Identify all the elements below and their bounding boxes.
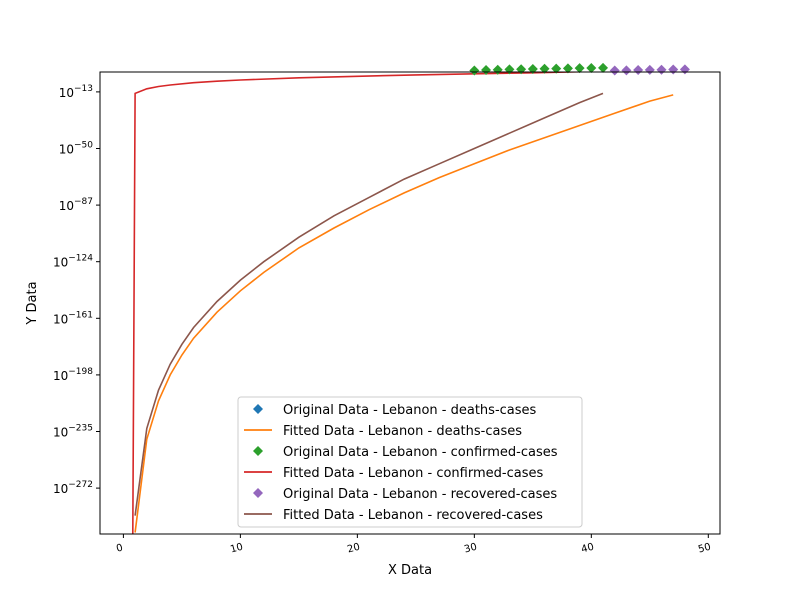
y-tick-label-exponent: −161 xyxy=(68,310,93,320)
legend-label: Fitted Data - Lebanon - recovered-cases xyxy=(283,508,543,523)
legend-label: Fitted Data - Lebanon - deaths-cases xyxy=(283,424,522,439)
data-point-confirmed-cases xyxy=(574,63,585,74)
y-axis-ticks: 10−1310−5010−8710−12410−16110−19810−2351… xyxy=(53,84,100,496)
data-point-confirmed-cases xyxy=(586,63,597,74)
y-tick-label-base: 10 xyxy=(53,369,68,383)
legend-marker-confirmed-cases xyxy=(253,446,263,456)
legend-label: Fitted Data - Lebanon - confirmed-cases xyxy=(283,466,543,481)
y-tick-label-base: 10 xyxy=(53,482,68,496)
data-point-confirmed-cases xyxy=(469,65,480,76)
legend: Original Data - Lebanon - deaths-cases Fi… xyxy=(237,396,583,528)
y-tick-label-base: 10 xyxy=(53,312,68,326)
y-tick-label-exponent: −198 xyxy=(68,367,93,377)
data-point-confirmed-cases xyxy=(527,63,538,74)
data-point-confirmed-cases xyxy=(598,62,609,73)
y-tick-label: 10−124 xyxy=(53,254,93,270)
legend-label: Original Data - Lebanon - recovered-case… xyxy=(283,487,557,502)
legend-label: Original Data - Lebanon - deaths-cases xyxy=(283,403,537,418)
y-tick-label-base: 10 xyxy=(53,256,68,270)
data-point-confirmed-cases xyxy=(481,65,492,76)
legend-marker-deaths-cases xyxy=(253,404,263,414)
y-tick-label: 10−13 xyxy=(59,84,93,100)
y-tick-label-exponent: −50 xyxy=(74,140,93,150)
plot-frame xyxy=(99,71,721,535)
data-point-recovered-cases xyxy=(621,65,632,76)
y-tick-label-exponent: −124 xyxy=(68,254,93,264)
y-tick-label: 10−50 xyxy=(59,140,94,156)
y-tick-label: 10−235 xyxy=(53,424,93,440)
legend-box xyxy=(237,396,583,528)
x-axis-title: X Data xyxy=(388,563,432,578)
y-tick-label: 10−87 xyxy=(59,197,93,213)
y-tick-label-base: 10 xyxy=(53,426,68,440)
x-tick-label: 10 xyxy=(229,542,244,556)
fitted-line-recovered-cases xyxy=(134,92,604,516)
y-tick-label: 10−272 xyxy=(53,480,93,496)
data-point-confirmed-cases xyxy=(551,63,562,74)
y-tick-label: 10−198 xyxy=(53,367,93,383)
legend-label: Original Data - Lebanon - confirmed-case… xyxy=(283,445,558,460)
data-point-confirmed-cases xyxy=(539,63,550,74)
y-tick-label-exponent: −13 xyxy=(74,84,93,94)
fitted-line-deaths-cases xyxy=(134,94,674,533)
x-tick-label: 20 xyxy=(346,542,361,556)
y-tick-label-exponent: −235 xyxy=(68,424,93,434)
y-axis-title: Y Data xyxy=(25,281,40,325)
data-point-recovered-cases xyxy=(633,65,644,76)
y-tick-label-exponent: −272 xyxy=(68,480,93,490)
x-tick-label: 50 xyxy=(697,542,712,556)
data-point-recovered-cases xyxy=(609,65,620,76)
y-tick-label-base: 10 xyxy=(59,199,74,213)
x-tick-label: 30 xyxy=(463,542,478,556)
x-tick-label: 0 xyxy=(115,542,124,554)
y-tick-label: 10−161 xyxy=(53,310,93,326)
x-tick-label: 40 xyxy=(580,542,595,556)
y-tick-label-base: 10 xyxy=(59,142,74,156)
x-axis-ticks: 0 10 20 30 40 50 xyxy=(115,534,712,556)
legend-marker-recovered-cases xyxy=(253,488,263,498)
data-point-confirmed-cases xyxy=(562,63,573,74)
y-tick-label-exponent: −87 xyxy=(74,197,93,207)
y-tick-label-base: 10 xyxy=(59,86,74,100)
